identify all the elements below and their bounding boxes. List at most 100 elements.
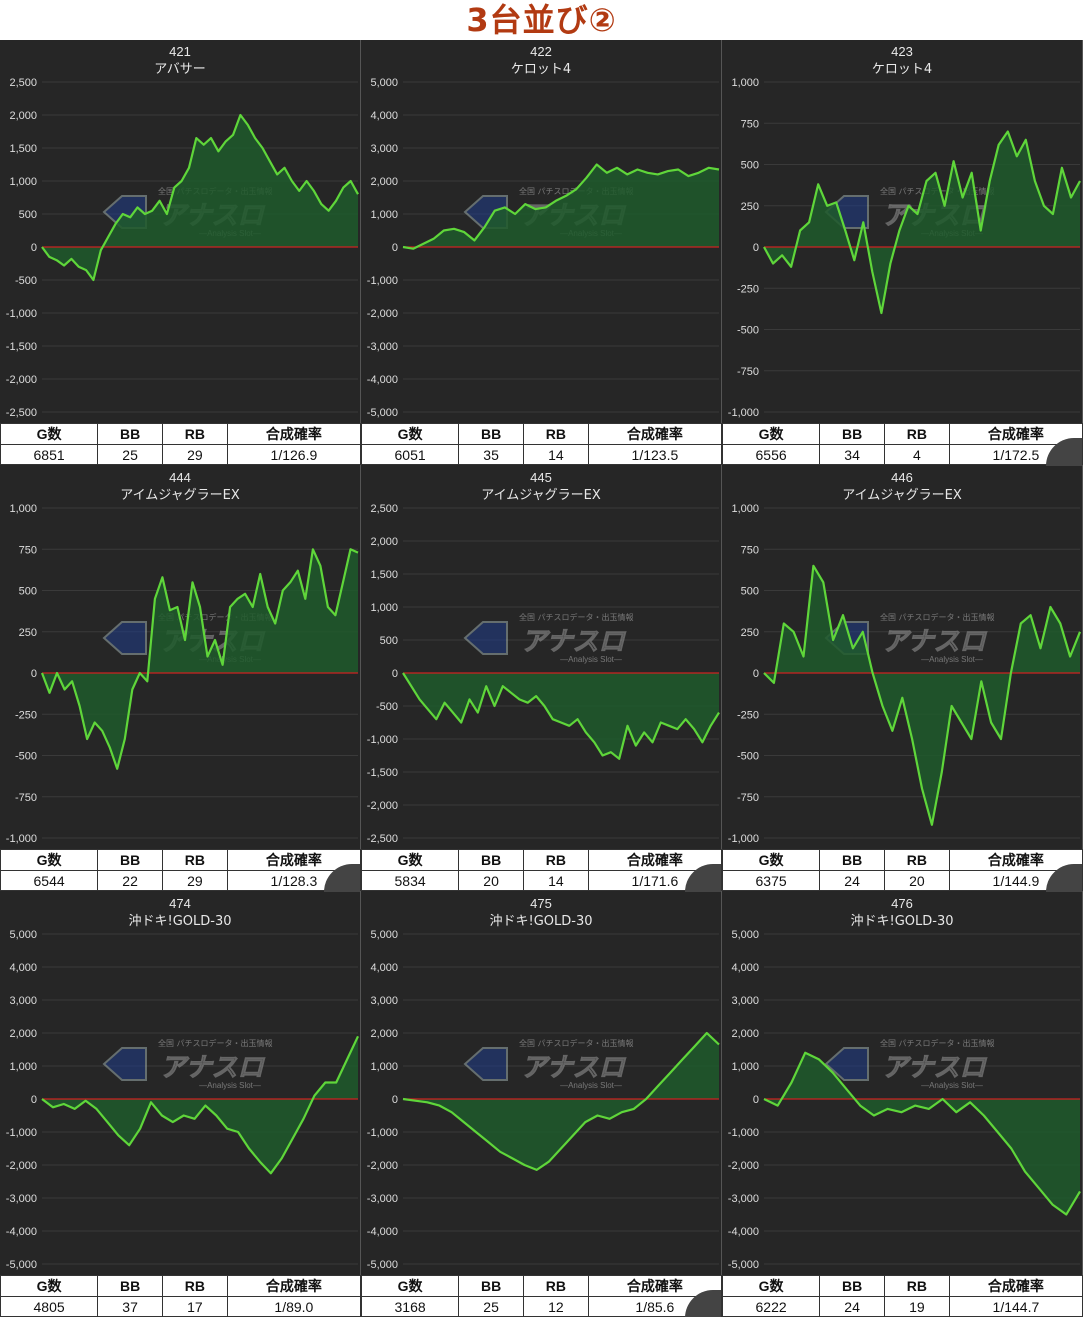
machine-model: アイムジャグラーEX (120, 488, 240, 503)
series-area (42, 115, 358, 280)
machine-number: 475 (530, 896, 552, 911)
y-tick-label: 1,000 (9, 176, 37, 188)
y-tick-label: -2,000 (367, 1160, 398, 1172)
rb-count: 12 (522, 1296, 589, 1317)
stats-table: G数 BB RB 合成確率 6051 35 14 1/123.5 (360, 423, 723, 465)
y-tick-label: 0 (31, 242, 37, 254)
chart-panel-423: 423 ケロット4 1,000 750 500 250 0 -250 -500 -750 -1,00… (721, 40, 1083, 466)
y-tick-label: 250 (741, 201, 759, 213)
y-tick-label: 1,000 (370, 602, 398, 614)
y-tick-label: -750 (737, 366, 759, 378)
bb-count: 22 (97, 870, 163, 891)
series-line (41, 113, 359, 282)
y-tick-label: -5,000 (728, 1259, 759, 1271)
svg-text:アナスロ: アナスロ (882, 1053, 987, 1083)
stats-header: G数 (0, 849, 99, 871)
y-tick-label: 2,500 (9, 77, 37, 89)
stats-header: RB (161, 1275, 228, 1297)
y-tick-label: 1,000 (731, 503, 759, 515)
series-area (403, 164, 719, 249)
y-tick-label: 0 (753, 1094, 759, 1106)
y-tick-label: -3,000 (367, 341, 398, 353)
series-line (402, 163, 720, 250)
y-tick-label: -750 (15, 792, 37, 804)
svg-text:アナスロ: アナスロ (521, 1053, 626, 1083)
stats-header: 合成確率 (587, 423, 723, 445)
stats-header: BB (819, 1275, 885, 1297)
stats-header: BB (97, 423, 163, 445)
machine-model: ケロット4 (872, 62, 932, 77)
y-tick-label: 750 (741, 118, 759, 130)
stats-header: G数 (0, 1275, 99, 1297)
series-line (763, 130, 1081, 315)
combined-rate: 1/123.5 (587, 444, 723, 465)
y-tick-label: 1,000 (370, 209, 398, 221)
y-tick-label: 5,000 (370, 929, 398, 941)
stats-table: G数 BB RB 合成確率 4805 37 17 1/89.0 (0, 1275, 362, 1317)
y-tick-label: 500 (741, 586, 759, 598)
games-count: 6051 (360, 444, 460, 465)
y-tick-label: 500 (380, 635, 398, 647)
series-area (42, 1036, 358, 1174)
y-tick-label: -1,500 (6, 341, 37, 353)
machine-number: 444 (169, 470, 191, 485)
svg-text:—Analysis Slot—: —Analysis Slot— (560, 655, 622, 664)
y-tick-label: 3,000 (731, 995, 759, 1007)
stats-table: G数 BB RB 合成確率 6375 24 20 1/144.9 (721, 849, 1083, 891)
chart-svg: 421 アバサー 2,500 2,000 1,500 1,000 500 0 -500 -1,00… (6, 44, 359, 419)
y-tick-label: 1,000 (731, 77, 759, 89)
chart-panel-476: 476 沖ドキ!GOLD-30 5,000 4,000 3,000 2,000 1,000 0… (721, 892, 1083, 1317)
y-tick-label: 4,000 (370, 110, 398, 122)
y-tick-label: -500 (15, 275, 37, 287)
y-tick-label: -1,500 (367, 767, 398, 779)
chart-svg: 423 ケロット4 1,000 750 500 250 0 -250 -500 -750 -1,00… (728, 44, 1081, 419)
y-tick-label: -1,000 (6, 308, 37, 320)
y-tick-label: -1,000 (728, 833, 759, 845)
combined-rate: 1/126.9 (226, 444, 362, 465)
stats-header: G数 (360, 849, 460, 871)
y-tick-label: -5,000 (367, 407, 398, 419)
series-area (764, 131, 1080, 313)
machine-number: 423 (891, 44, 913, 59)
bb-count: 37 (97, 1296, 163, 1317)
y-tick-label: -2,000 (6, 374, 37, 386)
svg-text:アナスロ: アナスロ (160, 1053, 265, 1083)
y-tick-label: 1,000 (9, 1061, 37, 1073)
y-tick-label: 0 (753, 242, 759, 254)
y-tick-label: -1,000 (367, 275, 398, 287)
series-area (764, 565, 1080, 825)
rb-count: 19 (883, 1296, 950, 1317)
y-tick-label: -500 (737, 751, 759, 763)
y-tick-label: -5,000 (6, 1259, 37, 1271)
bb-count: 25 (458, 1296, 524, 1317)
machine-model: 沖ドキ!GOLD-30 (128, 914, 231, 929)
bb-count: 24 (819, 1296, 885, 1317)
series-line (402, 672, 720, 760)
y-tick-label: 5,000 (9, 929, 37, 941)
games-count: 6851 (0, 444, 99, 465)
stats-header: G数 (721, 1275, 821, 1297)
bb-count: 24 (819, 870, 885, 891)
y-tick-label: -250 (737, 709, 759, 721)
y-tick-label: -2,000 (367, 308, 398, 320)
games-count: 6375 (721, 870, 821, 891)
y-tick-label: 3,000 (370, 143, 398, 155)
y-tick-label: 4,000 (370, 962, 398, 974)
y-tick-label: -2,500 (6, 407, 37, 419)
machine-model: アイムジャグラーEX (842, 488, 962, 503)
y-tick-label: 0 (392, 242, 398, 254)
chart-panel-444: 444 アイムジャグラーEX 1,000 750 500 250 0 -250 -500 -750… (0, 466, 362, 892)
bb-count: 25 (97, 444, 163, 465)
bb-count: 35 (458, 444, 524, 465)
y-tick-label: 5,000 (370, 77, 398, 89)
y-tick-label: 2,000 (370, 1028, 398, 1040)
y-tick-label: -2,000 (6, 1160, 37, 1172)
y-tick-label: 250 (741, 627, 759, 639)
stats-table: G数 BB RB 合成確率 6222 24 19 1/144.7 (721, 1275, 1083, 1317)
machine-number: 445 (530, 470, 552, 485)
rb-count: 29 (161, 870, 228, 891)
stats-table: G数 BB RB 合成確率 6544 22 29 1/128.3 (0, 849, 362, 891)
